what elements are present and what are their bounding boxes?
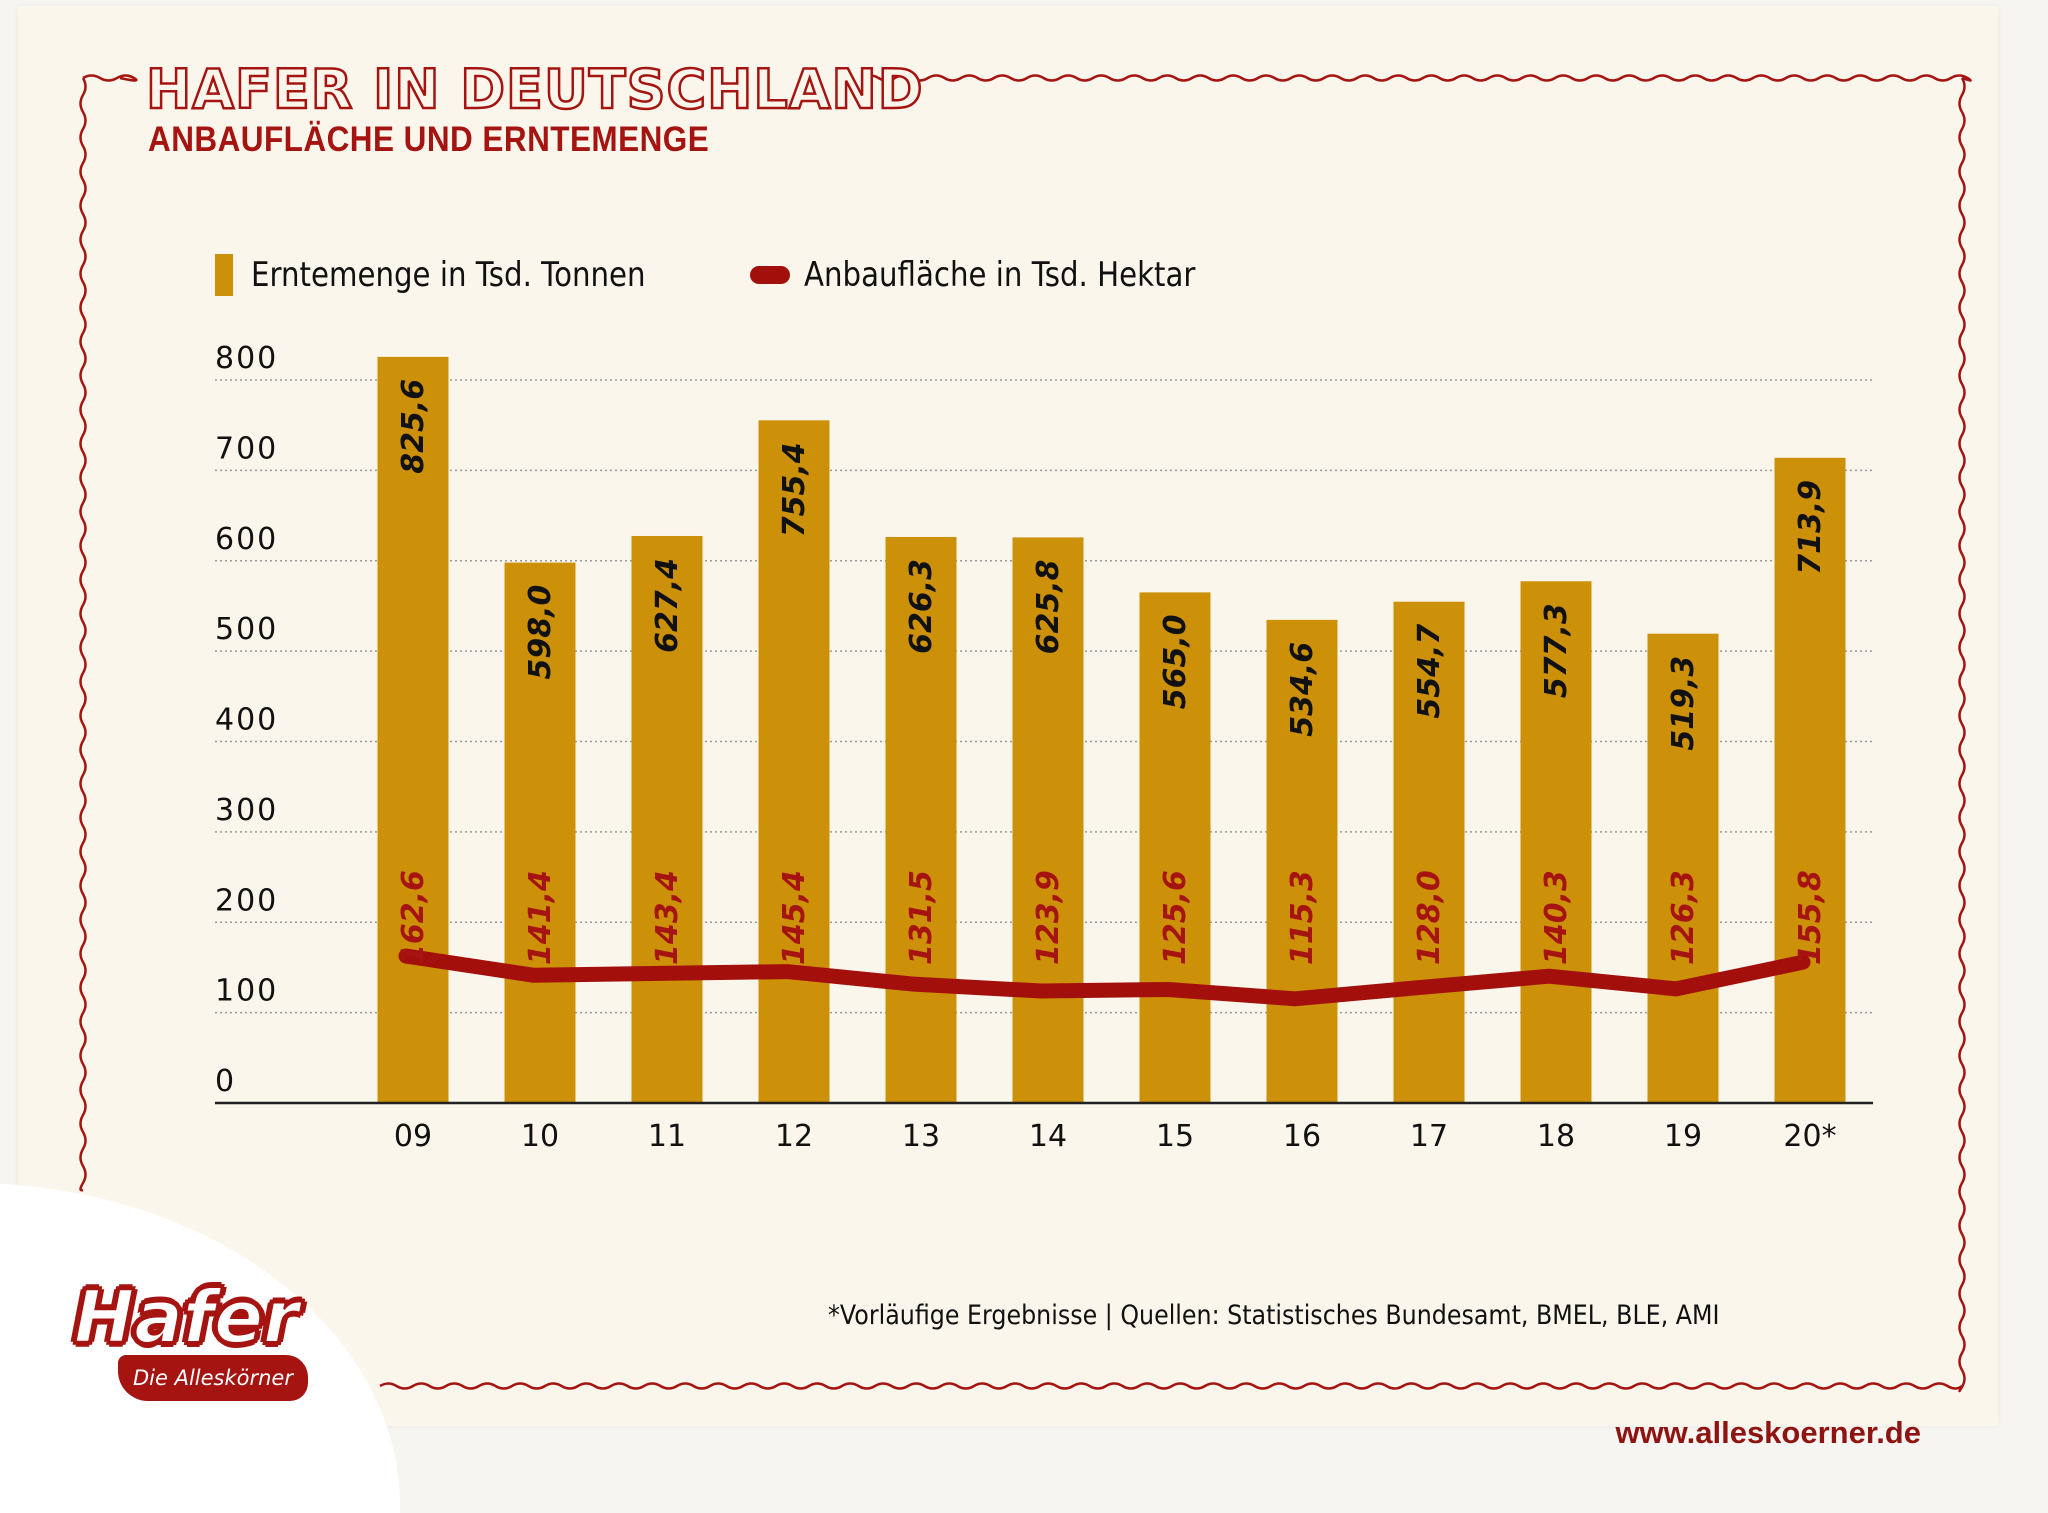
logo-tagline: Die Alleskörner <box>132 1366 293 1390</box>
bar-value-label: 565,0 <box>1158 614 1193 709</box>
x-tick-label: 20* <box>1783 1119 1836 1154</box>
border-left <box>79 77 87 1192</box>
line-value-label: 155,8 <box>1793 870 1828 965</box>
x-tick-label: 14 <box>1029 1119 1067 1154</box>
y-tick-label: 300 <box>215 793 278 828</box>
website-link[interactable]: www.alleskoerner.de <box>1615 1415 1921 1450</box>
line-value-label: 143,4 <box>650 870 685 965</box>
bar <box>1266 619 1338 1103</box>
border-right <box>1958 77 1966 1393</box>
bar <box>504 562 576 1103</box>
x-tick-label: 19 <box>1664 1119 1702 1154</box>
x-tick-label: 12 <box>775 1119 813 1154</box>
logo-tagline-badge: Die Alleskörner <box>118 1355 308 1401</box>
bar-value-label: 598,0 <box>523 585 558 680</box>
wavy-border <box>79 74 1972 1393</box>
bar-value-label: 519,3 <box>1666 656 1701 751</box>
legend-bar-label: Erntemenge in Tsd. Tonnen <box>251 255 646 295</box>
line-value-label: 123,9 <box>1031 870 1066 965</box>
bar-value-label: 534,6 <box>1285 642 1320 737</box>
bar-value-label: 626,3 <box>904 559 939 654</box>
y-tick-label: 500 <box>215 612 278 647</box>
line-value-label: 141,4 <box>523 870 558 965</box>
line-value-label: 145,4 <box>777 870 812 965</box>
line-value-label: 125,6 <box>1158 870 1193 965</box>
bar <box>1774 457 1846 1103</box>
chart-subtitle: ANBAUFLÄCHE UND ERNTEMENGE <box>148 120 710 159</box>
y-tick-label: 400 <box>215 703 278 738</box>
x-tick-label: 17 <box>1410 1119 1448 1154</box>
x-tick-label: 15 <box>1156 1119 1194 1154</box>
border-bottom <box>379 1382 1963 1390</box>
line-value-label: 162,6 <box>396 870 431 965</box>
combo-chart: 0 100 200 300 400 500 600 700 800 825,6 09 598,0 10 6… <box>215 341 1873 1154</box>
legend-line-swatch <box>749 266 790 284</box>
footnote-sources: *Vorläufige Ergebnisse | Quellen: Statis… <box>828 1300 1720 1331</box>
bar <box>1647 633 1719 1103</box>
bar <box>631 535 703 1103</box>
bar-value-label: 627,4 <box>650 558 685 653</box>
legend-line-label: Anbaufläche in Tsd. Hektar <box>803 255 1196 295</box>
line-value-label: 128,0 <box>1412 870 1447 965</box>
x-tick-label: 10 <box>521 1119 559 1154</box>
y-tick-label: 0 <box>215 1064 236 1099</box>
line-value-label: 140,3 <box>1539 870 1574 965</box>
bar <box>1393 601 1465 1103</box>
bar <box>885 536 957 1103</box>
y-tick-label: 100 <box>215 974 278 1009</box>
y-tick-label: 700 <box>215 431 278 466</box>
x-tick-label: 11 <box>648 1119 686 1154</box>
legend: Erntemenge in Tsd. Tonnen Anbaufläche in… <box>215 250 1259 300</box>
line-value-label: 131,5 <box>904 870 939 965</box>
y-tick-label: 800 <box>215 341 278 376</box>
brand-logo: Hafer Die Alleskörner <box>66 1274 316 1405</box>
y-tick-label: 600 <box>215 522 278 557</box>
bar <box>1139 592 1211 1103</box>
bar-value-label: 825,6 <box>396 379 431 474</box>
bar-value-label: 577,3 <box>1539 603 1574 698</box>
bar-value-label: 755,4 <box>777 442 812 537</box>
x-tick-label: 09 <box>394 1119 432 1154</box>
area-line <box>398 948 1811 1007</box>
bar <box>1520 581 1592 1103</box>
legend-bar-swatch <box>215 254 233 296</box>
border-top-left <box>82 74 138 82</box>
x-tick-label: 18 <box>1537 1119 1575 1154</box>
line-value-label: 115,3 <box>1285 870 1320 965</box>
logo-wordmark: Hafer <box>73 1274 300 1360</box>
bar-value-label: 713,9 <box>1793 480 1828 575</box>
bar <box>758 420 830 1103</box>
chart-title: HAFER IN DEUTSCHLAND <box>145 57 924 123</box>
bar <box>377 356 449 1103</box>
x-tick-label: 16 <box>1283 1119 1321 1154</box>
y-tick-label: 200 <box>215 883 278 918</box>
bar <box>1012 537 1084 1103</box>
line-value-label: 126,3 <box>1666 870 1701 965</box>
bar-value-label: 554,7 <box>1412 624 1447 719</box>
bar-value-label: 625,8 <box>1031 559 1066 654</box>
x-tick-label: 13 <box>902 1119 940 1154</box>
border-top-right <box>861 74 1972 82</box>
